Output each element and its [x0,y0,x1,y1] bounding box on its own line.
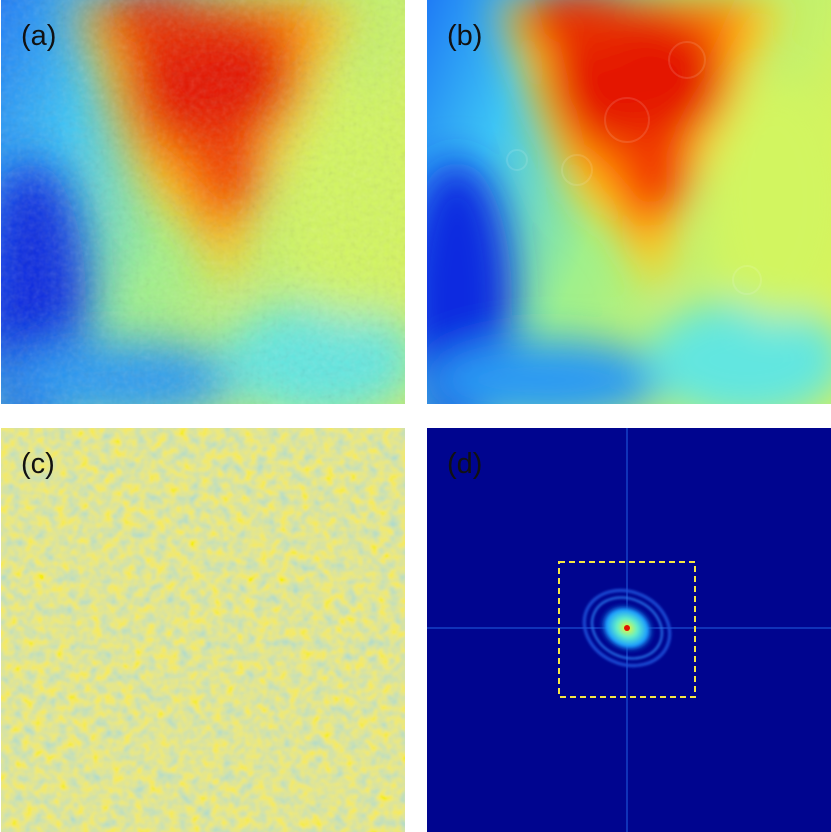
panel-c: (c) [1,428,405,832]
heatmap-c [1,428,405,832]
panel-b: (b) [427,0,831,404]
panel-a: (a) [1,0,405,404]
panel-label-a: (a) [21,20,57,52]
panel-d: (d) [427,428,831,832]
heatmap-a [1,0,405,404]
panel-label-b: (b) [447,20,483,52]
selection-box [558,561,696,698]
heatmap-b [427,0,831,404]
spectrum-d [427,428,831,832]
panel-label-d: (d) [447,448,483,480]
panel-label-c: (c) [21,448,55,480]
